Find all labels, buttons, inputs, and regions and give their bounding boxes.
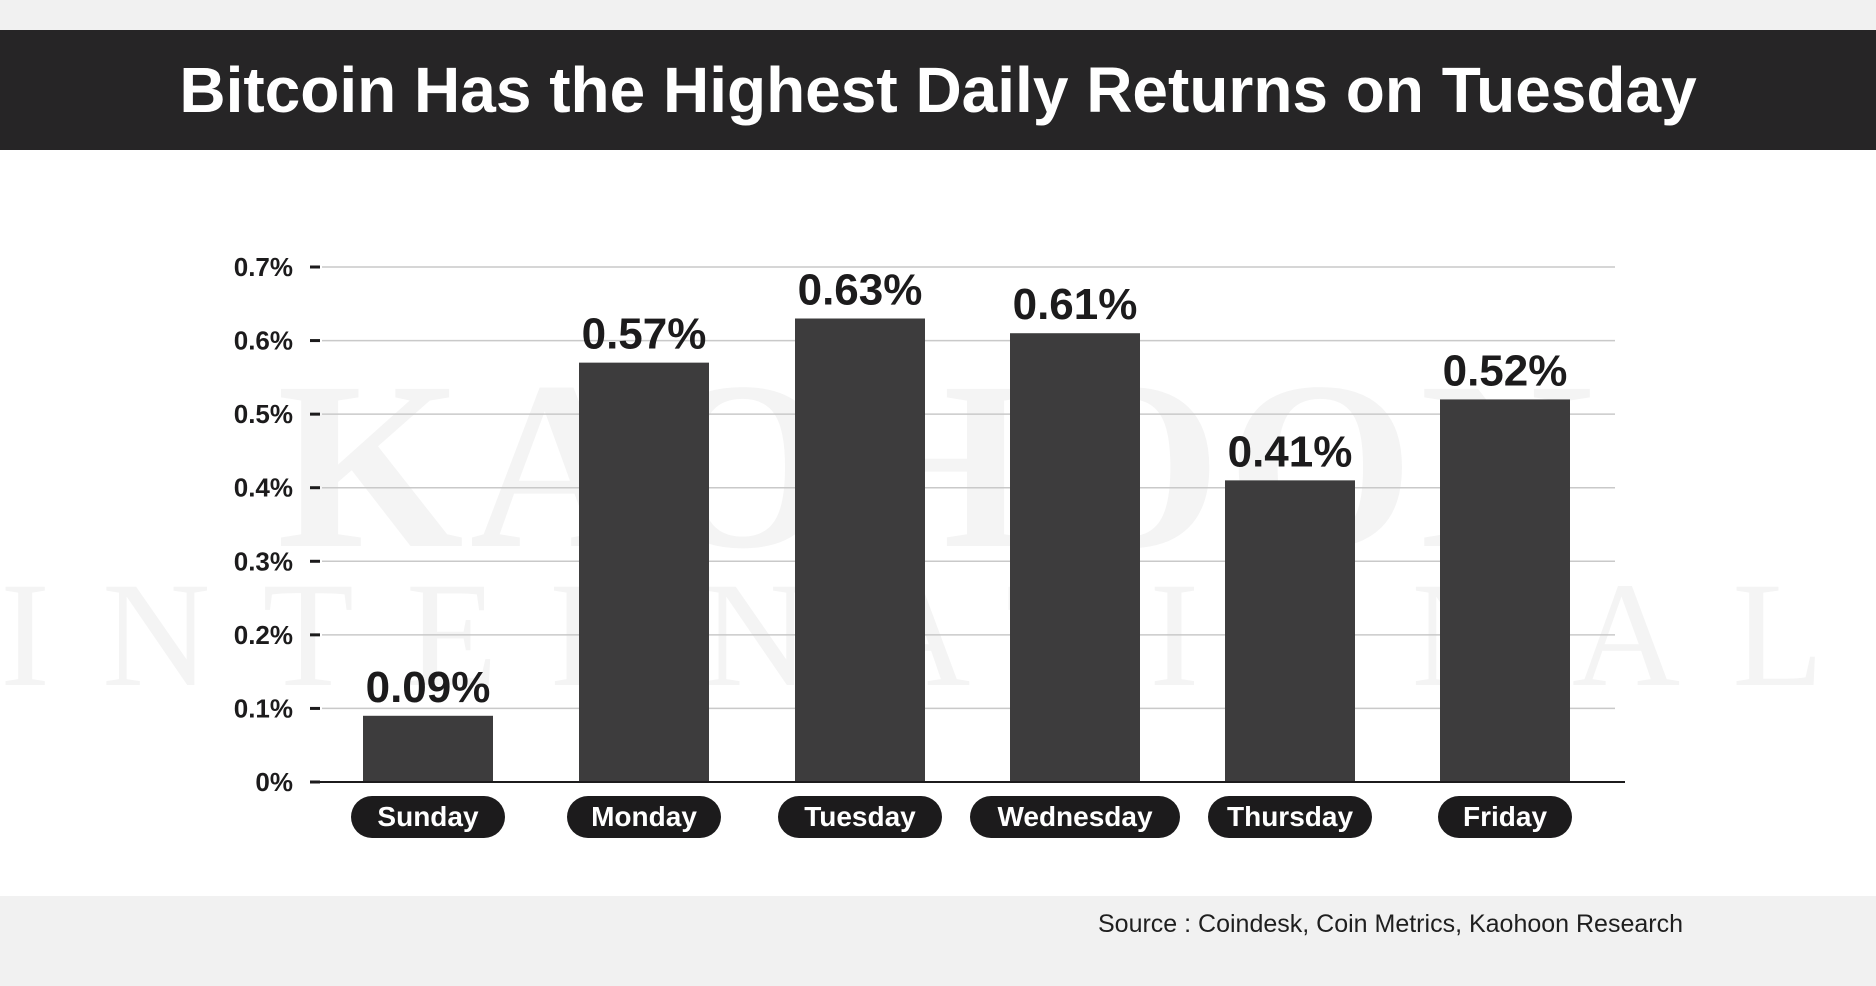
bar-sunday	[363, 715, 493, 782]
data-label: 0.61%	[1013, 280, 1138, 329]
footer: Source : Coindesk, Coin Metrics, Kaohoon…	[0, 896, 1876, 986]
category-pill	[778, 796, 942, 838]
x-tick-label: Thursday	[1227, 801, 1353, 832]
y-tick-label: 0.5%	[234, 399, 293, 429]
chart-area: KAOHOON INTERNATIONAL 0% 0.1% 0.2% 0.3% 0.4%…	[0, 150, 1876, 896]
x-tick-label: Wednesday	[997, 801, 1153, 832]
category-pill	[567, 796, 721, 838]
y-tick-label: 0.2%	[234, 620, 293, 650]
source-note: Source : Coindesk, Coin Metrics, Kaohoon…	[1097, 910, 1683, 938]
data-label: 0.09%	[366, 663, 491, 712]
x-tick-label: Sunday	[377, 801, 479, 832]
bar-monday	[579, 362, 709, 782]
y-tick-label: 0%	[255, 767, 293, 797]
y-tick-label: 0.7%	[234, 252, 293, 282]
y-tick-label: 0.3%	[234, 546, 293, 576]
bar-thursday	[1225, 480, 1355, 782]
category-pill	[1438, 796, 1572, 838]
bar-wednesday	[1010, 333, 1140, 782]
y-tick-label: 0.4%	[234, 473, 293, 503]
bar-tuesday	[795, 318, 925, 782]
bar-chart: 0% 0.1% 0.2% 0.3% 0.4% 0.5% 0.6% 0.7% 0.09% 0.57%…	[234, 252, 1625, 838]
bar-friday	[1440, 399, 1570, 782]
title-bar: Bitcoin Has the Highest Daily Returns on…	[0, 30, 1876, 150]
category-pill	[970, 796, 1180, 838]
data-label: 0.63%	[798, 266, 923, 315]
category-pill	[351, 796, 505, 838]
category-pill	[1208, 796, 1372, 838]
data-label: 0.41%	[1228, 427, 1353, 476]
chart-title: Bitcoin Has the Highest Daily Returns on…	[179, 54, 1697, 126]
y-tick-label: 0.6%	[234, 326, 293, 356]
data-label: 0.52%	[1443, 346, 1568, 395]
y-tick-label: 0.1%	[234, 693, 293, 723]
x-tick-label: Tuesday	[804, 801, 916, 832]
x-tick-label: Friday	[1463, 801, 1547, 832]
data-label: 0.57%	[582, 310, 707, 359]
x-tick-label: Monday	[591, 801, 697, 832]
